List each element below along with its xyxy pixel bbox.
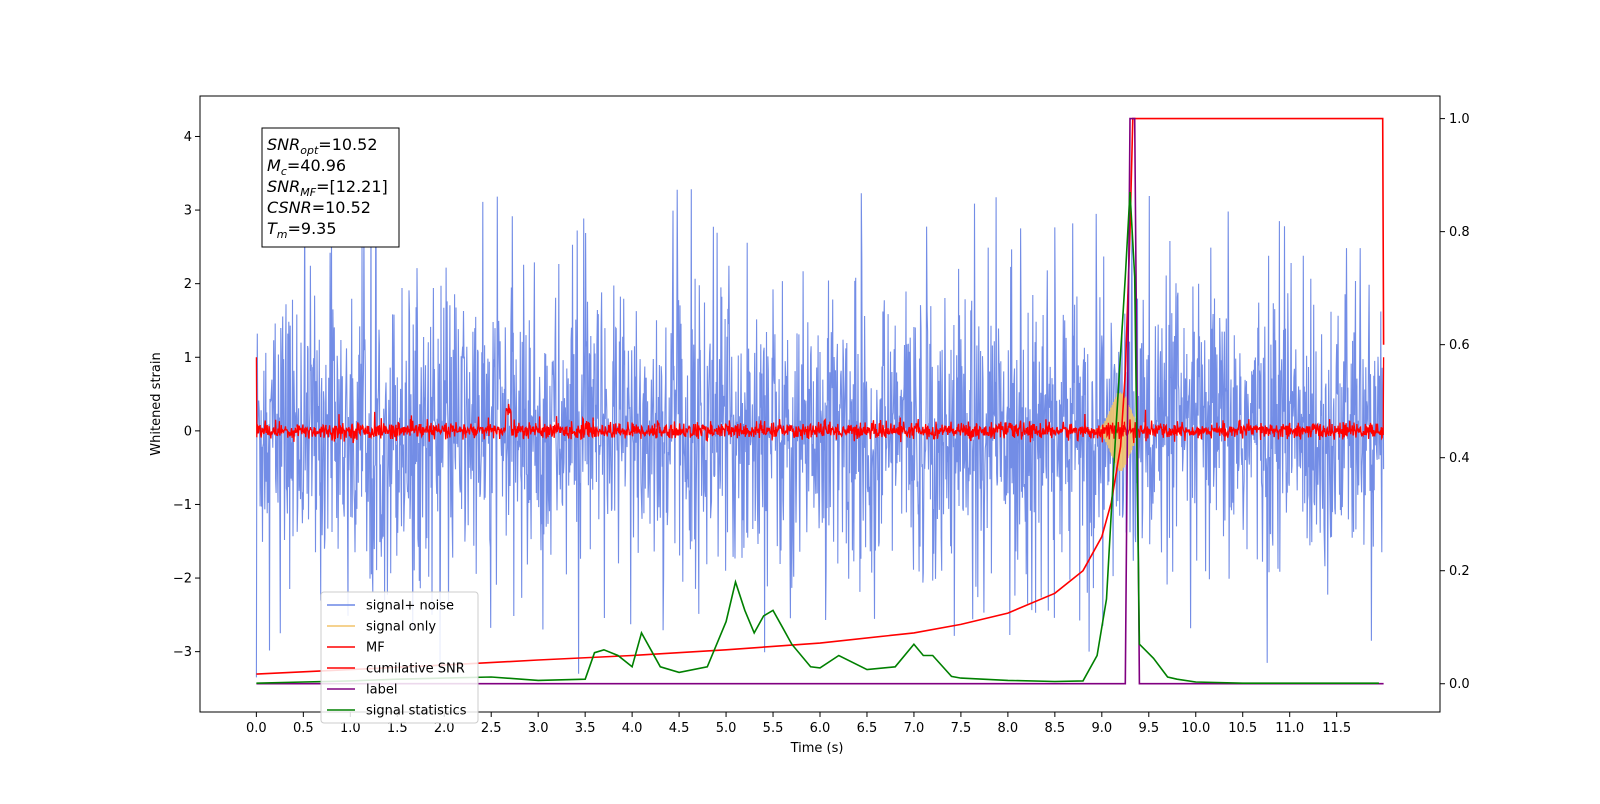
x-tick-label: 9.5 [1138, 721, 1159, 736]
legend-entry: MF [366, 641, 385, 656]
legend-entry: label [366, 683, 397, 698]
x-tick-label: 8.5 [1045, 721, 1066, 736]
x-tick-label: 3.5 [575, 721, 596, 736]
y2-tick-label: 0.8 [1449, 225, 1470, 240]
x-tick-label: 0.0 [246, 721, 267, 736]
x-axis-label: Time (s) [790, 741, 844, 756]
series-cumilative-snr [256, 117, 1385, 675]
x-tick-label: 11.0 [1275, 721, 1304, 736]
y-tick-label: 3 [184, 204, 192, 219]
legend: signal+ noise signal only MF cumilative SNR… [320, 591, 479, 724]
x-tick-label: 6.0 [810, 721, 831, 736]
legend-entry: signal statistics [366, 704, 467, 719]
x-tick-label: 5.0 [716, 721, 737, 736]
x-tick-label: 4.5 [669, 721, 690, 736]
y-tick-label: −1 [173, 498, 192, 513]
y-tick-label: 0 [184, 424, 192, 439]
plot-area [255, 117, 1385, 685]
annotation-frame [261, 127, 400, 248]
x-tick-label: 10.0 [1181, 721, 1210, 736]
x-tick-label: 10.5 [1228, 721, 1257, 736]
legend-entry: signal only [366, 620, 436, 635]
y-tick-label: 4 [184, 130, 192, 145]
x-tick-label: 8.0 [998, 721, 1019, 736]
x-tick-label: 2.5 [481, 721, 502, 736]
y-axis-left: −3 −2 −1 0 1 2 3 4 [173, 130, 200, 660]
x-tick-label: 11.5 [1322, 721, 1351, 736]
series-mf [255, 357, 1385, 444]
legend-entry: signal+ noise [366, 599, 454, 614]
x-tick-label: 5.5 [763, 721, 784, 736]
y-axis-right: 0.0 0.2 0.4 0.6 0.8 1.0 [1440, 112, 1470, 692]
annotation-line: SNRopt=10.52 [267, 135, 378, 157]
y2-tick-label: 0.6 [1449, 338, 1470, 353]
legend-entry: cumilative SNR [366, 662, 465, 677]
x-tick-label: 2.0 [434, 721, 455, 736]
x-tick-label: 4.0 [622, 721, 643, 736]
x-tick-label: 6.5 [857, 721, 878, 736]
x-tick-label: 9.0 [1091, 721, 1112, 736]
x-tick-label: 3.0 [528, 721, 549, 736]
y2-tick-label: 0.4 [1449, 451, 1470, 466]
annotation-box: SNRopt=10.52Mc=40.96SNRMF=[12.21]CSNR=10… [261, 127, 400, 248]
x-tick-label: 1.0 [340, 721, 361, 736]
x-tick-label: 7.0 [904, 721, 925, 736]
x-axis: 0.0 0.5 1.0 1.5 2.0 2.5 3.0 3.5 4.0 4.5 5.0 5.5 6.0 6… [246, 712, 1351, 736]
annotation-line: SNRMF=[12.21] [267, 177, 388, 199]
annotation-line: CSNR=10.52 [267, 198, 371, 217]
y-tick-label: 2 [184, 277, 192, 292]
series-label [256, 117, 1384, 685]
y2-tick-label: 1.0 [1449, 112, 1470, 127]
x-tick-label: 7.5 [951, 721, 972, 736]
y-tick-label: 1 [184, 351, 192, 366]
legend-frame [320, 591, 479, 724]
x-tick-label: 1.5 [387, 721, 408, 736]
annotation-line: Tm=9.35 [267, 219, 337, 241]
x-tick-label: 0.5 [293, 721, 314, 736]
y-tick-label: −2 [173, 572, 192, 587]
annotation-line: Mc=40.96 [267, 156, 346, 178]
y-tick-label: −3 [173, 645, 192, 660]
y2-tick-label: 0.0 [1449, 677, 1470, 692]
series-signal-statistics [256, 192, 1379, 685]
y2-tick-label: 0.2 [1449, 564, 1470, 579]
y-axis-label: Whitened strain [149, 352, 164, 455]
